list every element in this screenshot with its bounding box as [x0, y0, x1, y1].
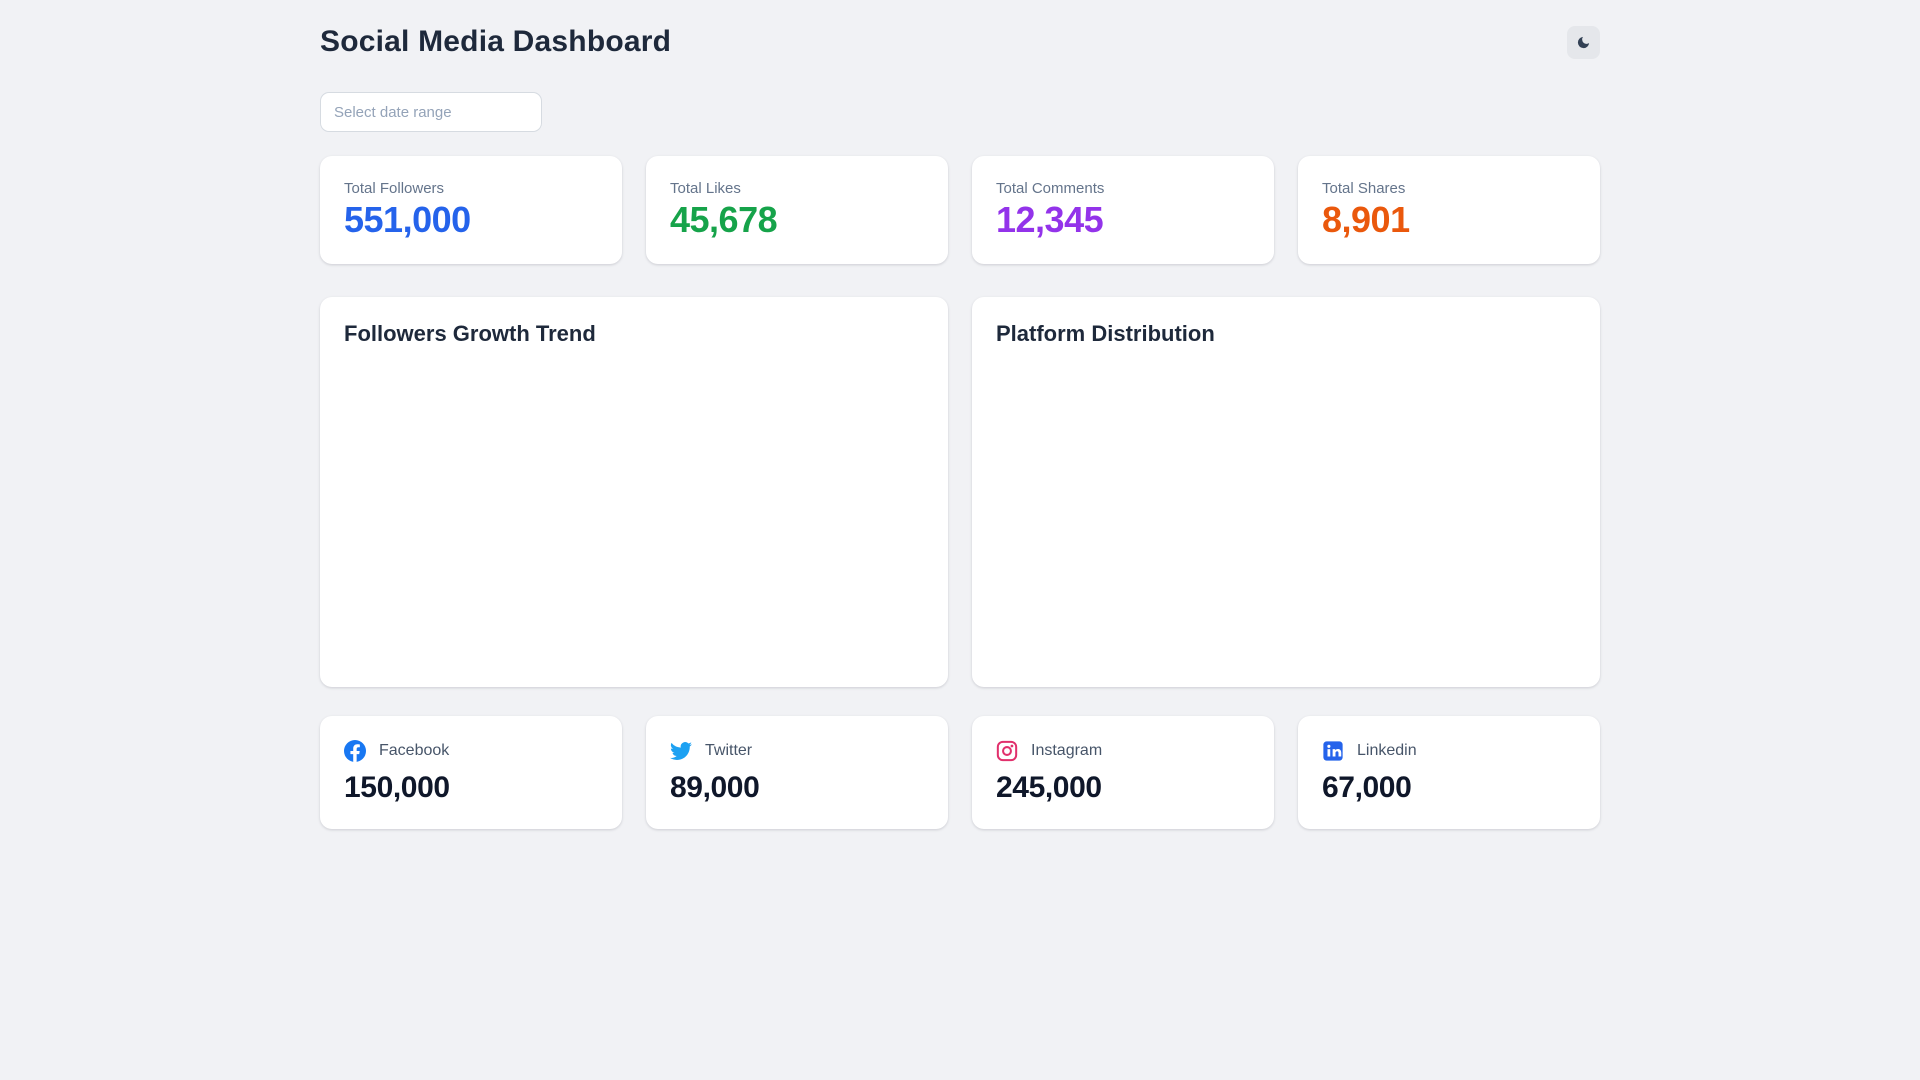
stat-label: Total Shares — [1322, 180, 1406, 197]
stats-grid: Total Followers 551,000 Total Likes 45,6… — [320, 156, 1600, 264]
platform-name: Instagram — [1031, 741, 1103, 759]
stat-label: Total Comments — [996, 180, 1105, 197]
platform-card-linkedin: Linkedin 67,000 — [1298, 715, 1600, 829]
chart-title: Platform Distribution — [996, 320, 1215, 346]
platforms-grid: Facebook 150,000 Twitter 89,000 — [320, 715, 1600, 829]
platform-card-header: Facebook — [344, 739, 598, 762]
platform-card-header: Linkedin — [1322, 740, 1576, 762]
chart-title: Followers Growth Trend — [344, 320, 596, 346]
stat-card-total-likes: Total Likes 45,678 — [646, 156, 948, 264]
platform-distribution-chart-canvas — [996, 358, 1576, 663]
stat-card-total-followers: Total Followers 551,000 — [320, 156, 622, 264]
date-range-input[interactable] — [320, 92, 542, 132]
stat-card-total-comments: Total Comments 12,345 — [972, 156, 1274, 264]
header: Social Media Dashboard — [320, 25, 1600, 59]
theme-toggle-button[interactable] — [1567, 25, 1600, 59]
followers-growth-chart-canvas — [344, 358, 924, 663]
chart-card-followers-growth: Followers Growth Trend — [320, 296, 948, 687]
platform-card-header: Twitter — [670, 740, 924, 762]
stat-label: Total Likes — [670, 180, 741, 197]
platform-value: 150,000 — [344, 770, 450, 804]
facebook-icon — [344, 739, 366, 762]
instagram-icon — [996, 740, 1018, 761]
charts-grid: Followers Growth Trend Platform Distribu… — [320, 296, 1600, 687]
platform-card-instagram: Instagram 245,000 — [972, 715, 1274, 829]
chart-card-platform-distribution: Platform Distribution — [972, 296, 1600, 687]
platform-value: 67,000 — [1322, 770, 1412, 804]
platform-value: 245,000 — [996, 770, 1102, 804]
platform-name: Facebook — [379, 741, 450, 759]
platform-card-header: Instagram — [996, 740, 1250, 762]
page-title: Social Media Dashboard — [320, 25, 672, 58]
content-container: Social Media Dashboard Total Followers 5… — [320, 0, 1600, 829]
platform-name: Linkedin — [1357, 741, 1417, 759]
stat-label: Total Followers — [344, 180, 445, 197]
linkedin-icon — [1323, 740, 1343, 761]
platform-card-facebook: Facebook 150,000 — [320, 715, 622, 829]
stat-card-total-shares: Total Shares 8,901 — [1298, 156, 1600, 264]
stat-value: 8,901 — [1322, 199, 1410, 240]
stat-value: 551,000 — [344, 199, 471, 240]
date-picker-row — [320, 92, 1600, 132]
twitter-icon — [670, 741, 692, 760]
stat-value: 45,678 — [670, 199, 778, 240]
platform-card-twitter: Twitter 89,000 — [646, 715, 948, 829]
platform-name: Twitter — [705, 741, 753, 759]
stat-value: 12,345 — [996, 199, 1104, 240]
platform-value: 89,000 — [670, 770, 760, 804]
moon-icon — [1577, 36, 1590, 48]
